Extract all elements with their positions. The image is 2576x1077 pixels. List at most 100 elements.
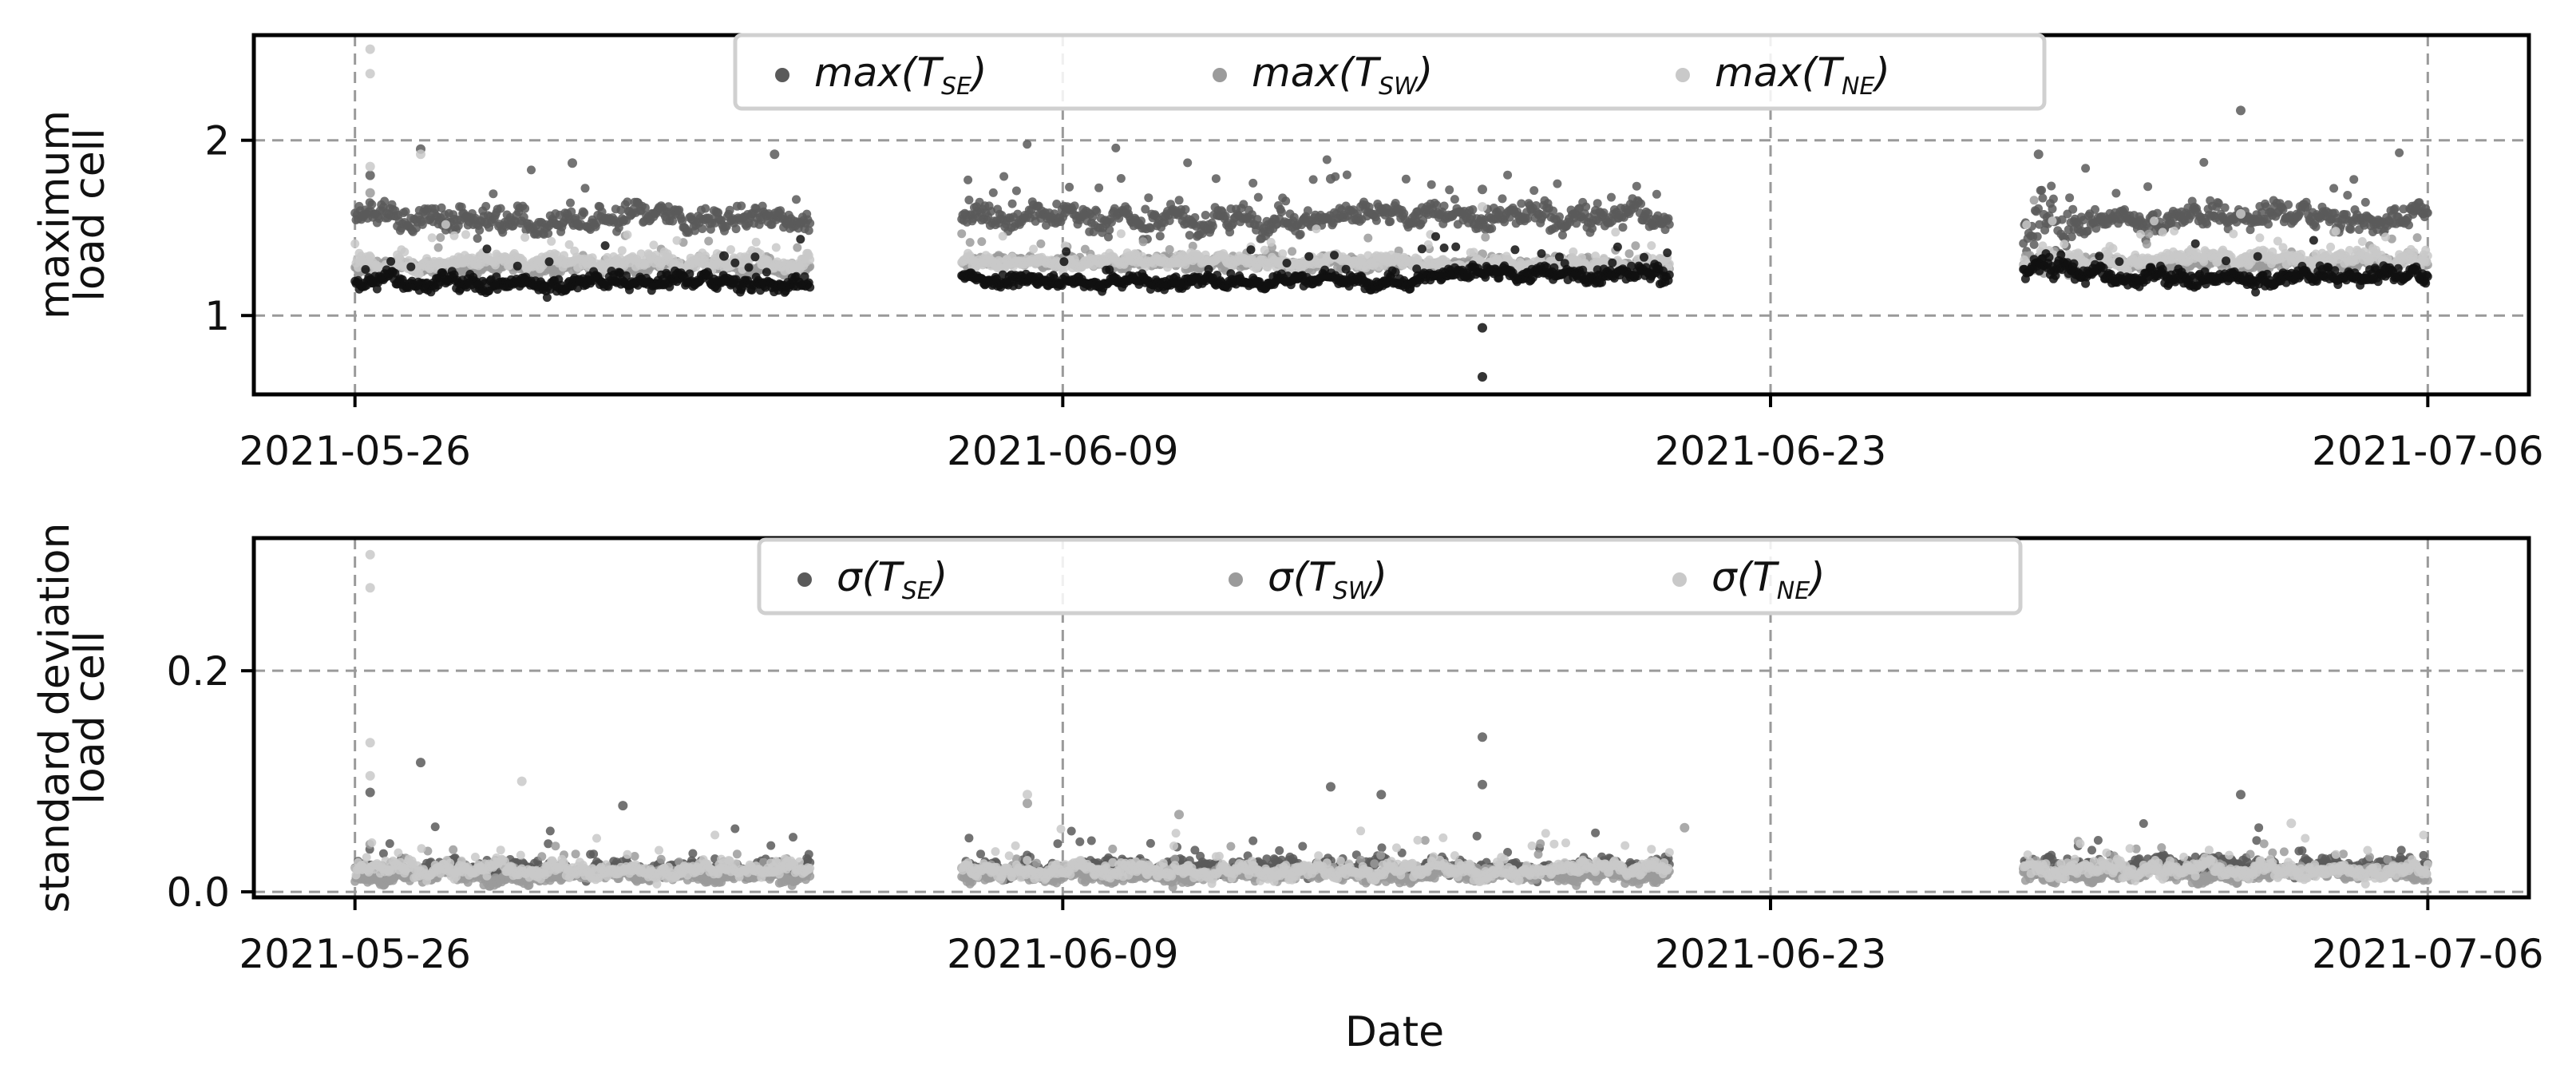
outlier-point	[770, 149, 780, 160]
data-point	[475, 225, 485, 235]
data-point	[1503, 170, 1513, 180]
data-point	[1190, 213, 1200, 222]
data-point	[998, 232, 1007, 241]
data-point	[1165, 216, 1174, 225]
data-point	[461, 230, 470, 240]
data-point	[792, 195, 801, 204]
outlier-point	[365, 170, 375, 180]
data-point	[771, 243, 781, 252]
outlier-point	[1326, 174, 1335, 184]
data-point	[1111, 143, 1121, 152]
data-point	[437, 203, 446, 212]
data-point	[361, 265, 370, 274]
data-point	[1445, 185, 1454, 195]
data-point	[1104, 232, 1113, 242]
data-point	[957, 229, 967, 239]
data-point	[2111, 188, 2121, 198]
data-point	[547, 236, 556, 246]
data-point	[527, 165, 536, 175]
data-point	[672, 236, 682, 245]
data-point	[731, 224, 741, 234]
outlier-point	[365, 188, 375, 198]
data-point	[2349, 175, 2359, 184]
series-0-points	[350, 105, 2432, 264]
data-point	[2412, 233, 2422, 243]
data-point	[2380, 232, 2390, 242]
data-point	[1468, 205, 1478, 214]
data-point	[1007, 199, 1017, 208]
data-point	[542, 293, 552, 303]
data-point	[1211, 174, 1221, 184]
data-point	[1105, 225, 1114, 235]
data-point	[473, 234, 482, 244]
data-point	[1266, 237, 1276, 247]
data-point	[1308, 175, 1318, 184]
data-point	[2199, 157, 2209, 167]
data-point	[1174, 196, 1184, 205]
data-point	[1201, 211, 1210, 220]
data-point	[1065, 182, 1074, 192]
data-point	[964, 175, 973, 184]
data-point	[805, 283, 815, 292]
data-point	[400, 247, 410, 256]
data-point	[367, 200, 377, 209]
data-point	[1070, 201, 1079, 211]
data-point	[2142, 240, 2151, 249]
data-point	[1664, 220, 1674, 229]
data-point	[2037, 185, 2047, 195]
outlier-point	[2236, 105, 2246, 116]
data-point	[567, 207, 576, 216]
data-point	[2143, 182, 2153, 192]
data-point	[1036, 239, 1046, 248]
data-point	[2135, 229, 2145, 239]
data-point	[1553, 179, 1562, 188]
data-point	[386, 257, 396, 266]
data-point	[623, 230, 632, 240]
data-point	[1029, 244, 1039, 254]
data-point	[1137, 216, 1146, 226]
data-point	[481, 201, 491, 211]
data-point	[1607, 192, 1616, 202]
data-point	[1342, 170, 1351, 180]
data-point	[350, 239, 360, 248]
data-point	[1185, 231, 1194, 240]
data-point	[520, 204, 530, 213]
data-point	[433, 243, 443, 252]
data-point	[2170, 226, 2179, 236]
data-point	[2220, 203, 2230, 212]
data-point	[2158, 228, 2167, 237]
data-point	[1632, 181, 1641, 191]
data-point	[449, 231, 459, 240]
data-point	[2390, 204, 2400, 213]
data-point	[964, 196, 974, 204]
outlier-point	[1478, 184, 1487, 195]
data-point	[2150, 216, 2159, 226]
data-point	[1664, 259, 1674, 268]
data-point	[726, 245, 735, 255]
data-point	[427, 233, 437, 243]
data-point	[2048, 194, 2058, 204]
data-point	[1322, 155, 1332, 164]
data-point	[698, 224, 707, 233]
data-point	[725, 205, 734, 215]
data-point	[668, 216, 678, 226]
data-point	[1569, 247, 1578, 256]
data-point	[1260, 245, 1269, 255]
data-point	[401, 207, 410, 216]
data-point	[2423, 251, 2432, 260]
data-point	[417, 220, 427, 229]
data-point	[544, 257, 554, 267]
data-point	[2153, 208, 2162, 218]
data-point	[999, 172, 1009, 181]
data-point	[1144, 193, 1153, 203]
data-point	[1439, 201, 1449, 211]
data-point	[649, 240, 659, 250]
outlier-point	[365, 44, 375, 54]
data-point	[2065, 193, 2075, 203]
data-point	[2284, 200, 2293, 209]
data-point	[1529, 186, 1539, 196]
outlier-point	[1478, 202, 1487, 212]
outlier-point	[416, 149, 425, 160]
data-point	[1498, 194, 1507, 204]
